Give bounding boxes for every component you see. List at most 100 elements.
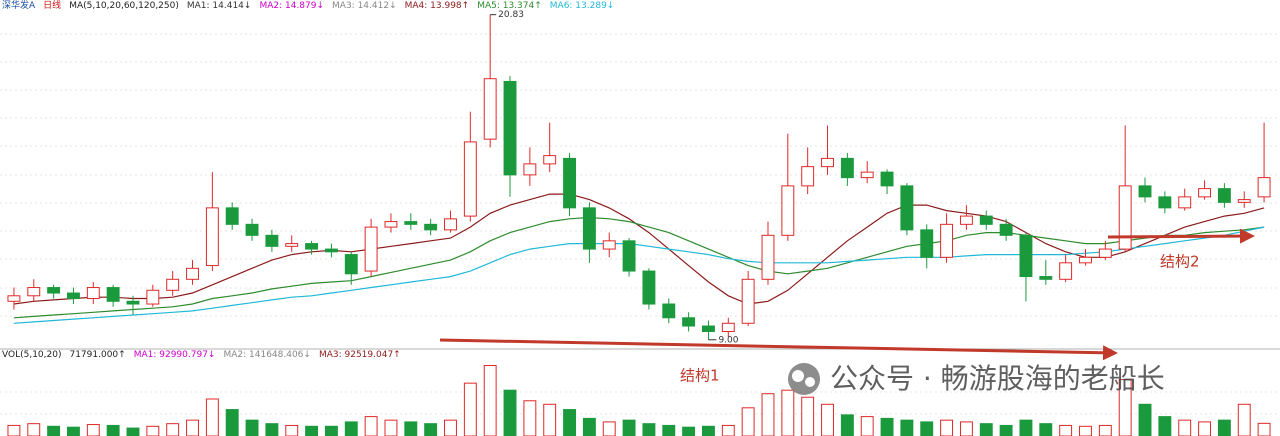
candle-body [959, 215, 973, 225]
volume-bar [67, 426, 80, 436]
volume-bar [1198, 421, 1211, 436]
volume-bar [245, 419, 259, 436]
candle-body [1257, 177, 1271, 198]
volume-bar [86, 424, 100, 436]
volume-bar [563, 409, 576, 436]
indicator: MA3: 92519.047↑ [318, 350, 401, 360]
arrow [439, 338, 1118, 361]
candle-body [702, 325, 715, 333]
candle-body [821, 157, 834, 168]
candle-body [860, 171, 874, 179]
volume-bar [801, 396, 815, 436]
volume-bar [999, 424, 1013, 436]
candle-body [523, 163, 537, 176]
volume-bar [979, 423, 993, 436]
candle-body [1059, 262, 1073, 280]
candle-body [146, 289, 160, 305]
candle-body [364, 226, 378, 272]
candle-body [880, 171, 894, 187]
candle-body [801, 166, 815, 187]
candle-body [761, 234, 775, 280]
wechat-icon [788, 363, 820, 395]
candle-body [305, 243, 319, 250]
ma-line [13, 226, 1265, 324]
candle-body [67, 292, 80, 300]
volume-bar [1019, 419, 1033, 436]
candle-body [1198, 188, 1211, 198]
volume-bar [305, 425, 319, 436]
volume-bar [364, 416, 378, 436]
candle-body [682, 317, 696, 327]
volume-bar [682, 426, 696, 436]
volume-bar [1138, 403, 1152, 436]
volume-bar [940, 419, 954, 436]
candle-body [265, 234, 279, 247]
candle-body [622, 240, 636, 272]
volume-bar [920, 421, 934, 436]
candle-body [245, 223, 259, 236]
candle-body [384, 221, 398, 228]
indicator: MA6: 13.289↓ [549, 1, 615, 11]
candle-body [721, 322, 735, 333]
candle-body [940, 223, 954, 258]
volume-header: VOL(5,10,20) 71791.000↑ MA1: 92990.797↓ MA2… [2, 349, 401, 361]
indicator: MA2: 141648.406↓ [223, 350, 311, 360]
volume-bar [860, 416, 874, 436]
volume-bar [1059, 424, 1073, 436]
candle-body [126, 300, 140, 305]
watermark: 公众号 · 畅游股海的老船长 [788, 362, 1165, 395]
indicator: MA1: 14.414↓ [186, 1, 252, 11]
volume-bar [821, 403, 834, 436]
volume-bar [404, 421, 418, 436]
indicator: MA2: 14.879↓ [259, 1, 325, 11]
candle-body [582, 207, 596, 250]
low-label: 9.00 [718, 335, 738, 345]
candle-body [444, 218, 457, 231]
volume-bar [1257, 422, 1271, 436]
volume-bar [1039, 423, 1053, 436]
volume-bar [721, 424, 735, 436]
volume-bar [146, 425, 160, 436]
candle-body [106, 287, 120, 302]
volume-bar [324, 425, 338, 436]
candle-body [1039, 276, 1053, 280]
indicator: MA1: 92990.797↓ [133, 350, 216, 360]
volume-bar [285, 424, 299, 436]
volume-bar [483, 365, 497, 436]
candle-body [900, 185, 914, 231]
candle-body [7, 295, 21, 302]
period: 日线 [43, 1, 62, 11]
candle-body [543, 155, 557, 165]
candle-body [999, 223, 1013, 236]
candle-body [979, 215, 993, 225]
volume-bar [166, 423, 180, 436]
indicator: MA3: 14.412↓ [332, 1, 397, 11]
volume-bar [622, 419, 636, 436]
candle-body [781, 185, 795, 236]
candle-body [1118, 185, 1132, 250]
candle-body [563, 157, 576, 209]
vol-params: VOL(5,10,20) [2, 350, 62, 360]
ma-params: MA(5,10,20,60,120,250) [69, 1, 179, 11]
volume-bar [444, 419, 457, 436]
candle-body [463, 141, 477, 217]
volume-bar [880, 417, 894, 436]
marks: 20.83 9.00 [7, 10, 1271, 436]
volume-bar [602, 421, 616, 436]
annotation: 结构1 [680, 367, 720, 385]
indicator: MA4: 13.998↑ [404, 1, 470, 11]
volume-bar [702, 425, 715, 436]
candle-body [27, 287, 41, 297]
candle-body [1098, 248, 1112, 258]
candle-body [1019, 234, 1033, 278]
high-label: 20.83 [498, 10, 524, 20]
volume-bar [424, 423, 438, 436]
wechat-icon [805, 377, 815, 387]
volume-bar [265, 423, 279, 436]
volume-bar [662, 424, 676, 436]
candle-body [483, 78, 497, 140]
volume-bar [47, 425, 61, 436]
ma-line [13, 216, 1265, 319]
